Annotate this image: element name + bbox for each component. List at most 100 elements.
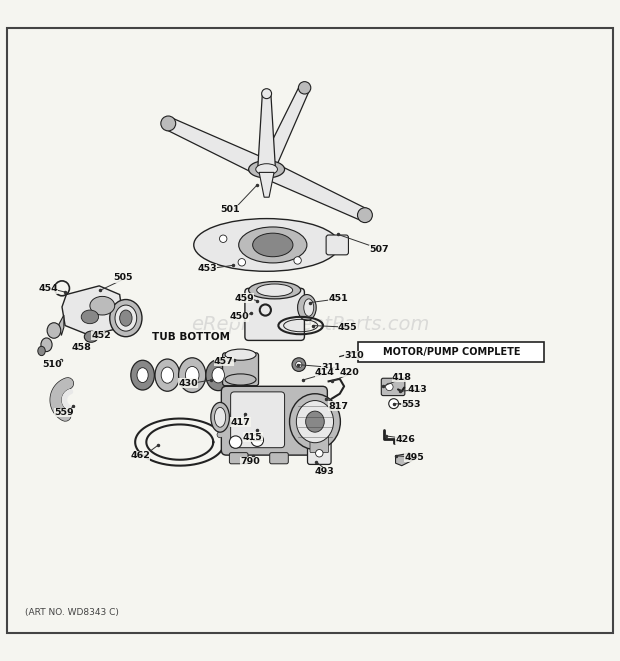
Ellipse shape: [249, 161, 285, 178]
Text: 501: 501: [220, 205, 240, 214]
Circle shape: [389, 399, 399, 408]
Text: 455: 455: [338, 323, 358, 332]
Ellipse shape: [212, 368, 224, 383]
Text: MOTOR/PUMP COMPLETE: MOTOR/PUMP COMPLETE: [383, 346, 520, 356]
Text: 426: 426: [396, 434, 415, 444]
Text: 453: 453: [197, 264, 217, 273]
FancyBboxPatch shape: [308, 430, 331, 465]
Circle shape: [316, 449, 323, 457]
FancyBboxPatch shape: [381, 378, 405, 395]
Circle shape: [294, 256, 301, 264]
Circle shape: [161, 116, 175, 131]
Text: 457: 457: [214, 357, 234, 366]
Text: (ART NO. WD8343 C): (ART NO. WD8343 C): [25, 608, 118, 617]
Circle shape: [251, 434, 264, 446]
Text: 817: 817: [329, 402, 348, 410]
FancyBboxPatch shape: [231, 392, 285, 447]
Ellipse shape: [225, 349, 256, 360]
FancyBboxPatch shape: [221, 386, 327, 455]
FancyBboxPatch shape: [310, 435, 329, 453]
Text: 451: 451: [329, 293, 348, 303]
Ellipse shape: [306, 411, 324, 432]
Polygon shape: [259, 173, 274, 197]
Ellipse shape: [257, 284, 293, 296]
Ellipse shape: [292, 358, 306, 371]
Text: 418: 418: [392, 373, 412, 381]
FancyBboxPatch shape: [326, 235, 348, 255]
Polygon shape: [166, 118, 270, 178]
Ellipse shape: [81, 310, 99, 324]
Text: 559: 559: [55, 408, 74, 417]
Ellipse shape: [211, 403, 229, 432]
Ellipse shape: [137, 368, 148, 383]
Text: 495: 495: [404, 453, 424, 462]
Ellipse shape: [90, 296, 115, 315]
Text: 310: 310: [344, 351, 364, 360]
Ellipse shape: [185, 366, 199, 384]
Text: 414: 414: [315, 368, 335, 377]
Text: 458: 458: [71, 343, 91, 352]
Text: 417: 417: [231, 418, 250, 427]
Circle shape: [386, 383, 393, 391]
Ellipse shape: [296, 401, 334, 443]
Ellipse shape: [298, 295, 316, 321]
Ellipse shape: [225, 374, 256, 385]
Ellipse shape: [47, 323, 61, 338]
Circle shape: [229, 436, 242, 448]
Text: 553: 553: [402, 401, 421, 409]
FancyBboxPatch shape: [270, 453, 288, 464]
Ellipse shape: [120, 310, 132, 326]
Polygon shape: [62, 286, 122, 336]
Ellipse shape: [206, 360, 231, 391]
Ellipse shape: [179, 358, 206, 393]
Circle shape: [358, 208, 373, 223]
Text: 493: 493: [315, 467, 335, 477]
Ellipse shape: [249, 282, 301, 299]
Ellipse shape: [161, 367, 174, 383]
Ellipse shape: [256, 164, 278, 175]
Ellipse shape: [110, 299, 142, 336]
Text: 510: 510: [42, 360, 62, 369]
Circle shape: [262, 89, 272, 98]
Text: 459: 459: [234, 293, 254, 303]
Polygon shape: [59, 315, 64, 336]
Text: 311: 311: [321, 363, 341, 372]
Ellipse shape: [115, 305, 137, 331]
Text: 420: 420: [340, 368, 360, 377]
Text: 413: 413: [408, 385, 428, 394]
Text: 450: 450: [229, 313, 249, 321]
Ellipse shape: [296, 362, 302, 368]
Circle shape: [238, 258, 246, 266]
Ellipse shape: [131, 360, 154, 390]
Polygon shape: [258, 95, 275, 166]
FancyBboxPatch shape: [229, 453, 248, 464]
Ellipse shape: [155, 359, 180, 391]
Ellipse shape: [41, 338, 52, 352]
Ellipse shape: [215, 407, 226, 427]
Text: 430: 430: [179, 379, 198, 388]
Polygon shape: [263, 161, 368, 221]
Text: 454: 454: [38, 284, 58, 293]
Ellipse shape: [239, 227, 307, 263]
Bar: [358, 342, 544, 362]
FancyBboxPatch shape: [223, 353, 259, 385]
Ellipse shape: [193, 219, 340, 271]
FancyBboxPatch shape: [245, 288, 304, 340]
Text: eReplacementParts.com: eReplacementParts.com: [191, 315, 429, 334]
Ellipse shape: [38, 346, 45, 356]
Circle shape: [298, 81, 311, 94]
Text: 790: 790: [241, 457, 260, 467]
Text: 505: 505: [113, 273, 132, 282]
Polygon shape: [396, 453, 414, 465]
Text: TUB BOTTOM: TUB BOTTOM: [152, 332, 230, 342]
Text: 452: 452: [92, 331, 112, 340]
Polygon shape: [260, 85, 309, 173]
Text: 462: 462: [130, 451, 150, 460]
Ellipse shape: [290, 394, 340, 449]
Ellipse shape: [84, 331, 98, 342]
Ellipse shape: [304, 299, 314, 316]
Text: 415: 415: [243, 433, 263, 442]
Ellipse shape: [253, 233, 293, 256]
Text: 507: 507: [369, 245, 389, 254]
Circle shape: [219, 235, 227, 243]
